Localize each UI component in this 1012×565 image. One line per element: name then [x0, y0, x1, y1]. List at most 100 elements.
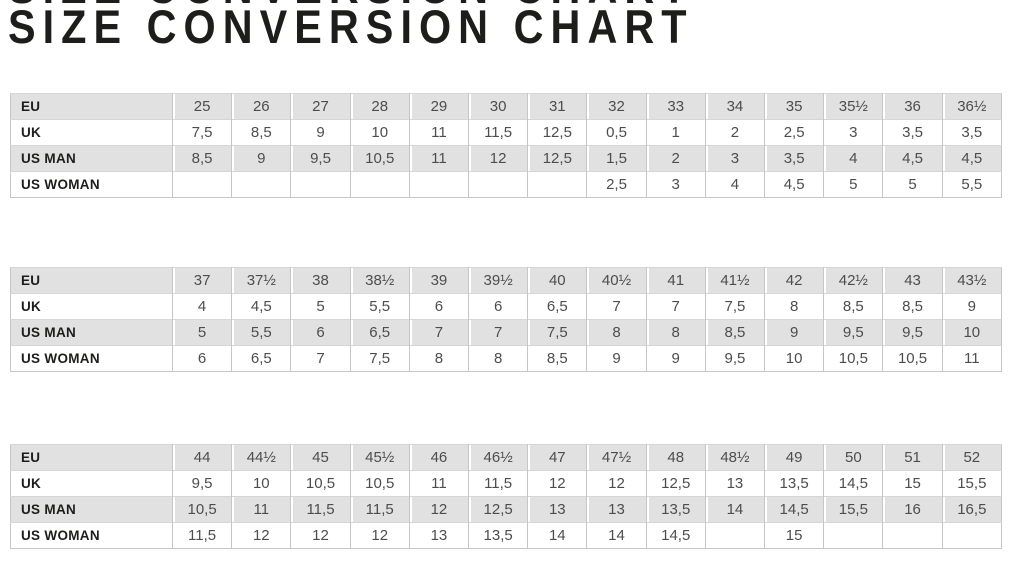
- size-cell: 11: [408, 119, 469, 146]
- row-label: UK: [21, 476, 42, 491]
- size-cell: 10: [764, 345, 824, 372]
- size-cell: 7: [468, 319, 528, 346]
- size-cell: 12: [468, 145, 528, 172]
- size-cell: 10,5: [823, 345, 883, 372]
- size-cell: 9: [290, 119, 351, 146]
- size-cell: 5,5: [349, 293, 410, 320]
- size-cell: 15: [882, 470, 943, 497]
- size-cell: 12: [349, 522, 410, 549]
- size-cell: 13: [586, 496, 647, 523]
- size-cell: 3,5: [941, 119, 1002, 146]
- size-cell: 14,5: [645, 522, 706, 549]
- size-cell: 1: [645, 119, 706, 146]
- size-cell: [290, 171, 351, 198]
- size-cell: 10,5: [290, 470, 351, 497]
- size-cell: 39: [408, 267, 469, 294]
- table-row-us-woman: US WOMAN 2,5 3 4 4,5 5 5 5,5: [10, 171, 1002, 198]
- size-cell: 4: [704, 171, 765, 198]
- size-cell: 40½: [586, 267, 647, 294]
- size-cell: 3: [645, 171, 706, 198]
- table-row-eu: EU 25 26 27 28 29 30 31 32 33 34 35 35½ 36 36½: [10, 93, 1002, 120]
- size-cell: 11,5: [468, 119, 528, 146]
- size-cell: 5: [882, 171, 943, 198]
- table-row-eu: EU 44 44½ 45 45½ 46 46½ 47 47½ 48 48½ 49 50 51 52: [10, 444, 1002, 471]
- table-row-us-woman: US WOMAN 11,5 12 12 12 13 13,5 14 14 14,5 15: [10, 522, 1002, 549]
- size-cell: 35½: [823, 93, 883, 120]
- size-cell: 9,5: [290, 145, 351, 172]
- size-cell: 6,5: [527, 293, 587, 320]
- size-conversion-table-3: EU 44 44½ 45 45½ 46 46½ 47 47½ 48 48½ 49 50 51 52 UK 9,5…: [10, 444, 1002, 549]
- size-cell: 16: [882, 496, 943, 523]
- size-cell: 10: [941, 319, 1002, 346]
- size-cell: 8: [764, 293, 824, 320]
- size-cell: 48½: [704, 444, 765, 471]
- size-cell: 14: [527, 522, 587, 549]
- size-cell: 6: [468, 293, 528, 320]
- size-cell: [527, 171, 587, 198]
- size-cell: 0,5: [586, 119, 647, 146]
- size-cell: 3: [823, 119, 883, 146]
- size-cell: [823, 522, 883, 549]
- size-cell: [408, 171, 469, 198]
- size-cell: 9: [941, 293, 1002, 320]
- size-cell: 6: [408, 293, 469, 320]
- row-label: EU: [21, 99, 41, 114]
- size-cell: 10: [231, 470, 291, 497]
- size-cell: 4,5: [764, 171, 824, 198]
- size-cell: 12,5: [527, 145, 587, 172]
- size-cell: 11: [408, 470, 469, 497]
- size-cell: 13: [527, 496, 587, 523]
- size-cell: 36½: [941, 93, 1002, 120]
- size-cell: 45½: [349, 444, 410, 471]
- size-cell: 11,5: [468, 470, 528, 497]
- size-cell: 7: [645, 293, 706, 320]
- size-cell: 14: [586, 522, 647, 549]
- size-cell: 4,5: [231, 293, 291, 320]
- size-cell: 11,5: [290, 496, 351, 523]
- size-cell: 14: [704, 496, 765, 523]
- table-row-eu: EU 37 37½ 38 38½ 39 39½ 40 40½ 41 41½ 42 42½ 43 43½: [10, 267, 1002, 294]
- size-cell: 41: [645, 267, 706, 294]
- size-cell: 9,5: [882, 319, 943, 346]
- size-cell: 2: [704, 119, 765, 146]
- size-cell: 7: [586, 293, 647, 320]
- size-cell: 8,5: [231, 119, 291, 146]
- size-cell: 45: [290, 444, 351, 471]
- size-cell: 48: [645, 444, 706, 471]
- size-conversion-table-2: EU 37 37½ 38 38½ 39 39½ 40 40½ 41 41½ 42 42½ 43 43½ UK 4…: [10, 267, 1002, 372]
- page-title: SIZE CONVERSION CHART: [8, 0, 694, 53]
- size-cell: 5,5: [231, 319, 291, 346]
- size-cell: 12: [290, 522, 351, 549]
- size-cell: 13,5: [764, 470, 824, 497]
- size-cell: [171, 171, 232, 198]
- size-cell: 13,5: [468, 522, 528, 549]
- size-cell: 10,5: [349, 145, 410, 172]
- size-cell: 5: [171, 319, 232, 346]
- size-cell: 5: [823, 171, 883, 198]
- size-cell: 7: [290, 345, 351, 372]
- size-cell: 9,5: [704, 345, 765, 372]
- size-cell: 9: [586, 345, 647, 372]
- row-label: US MAN: [21, 502, 77, 517]
- size-cell: 8,5: [171, 145, 232, 172]
- size-cell: 10,5: [171, 496, 232, 523]
- row-label: US WOMAN: [21, 351, 100, 366]
- row-label: US WOMAN: [21, 528, 100, 543]
- size-cell: 12: [527, 470, 587, 497]
- size-cell: 4,5: [941, 145, 1002, 172]
- size-cell: 7,5: [704, 293, 765, 320]
- size-cell: 4: [171, 293, 232, 320]
- table-row-us-man: US MAN 8,5 9 9,5 10,5 11 12 12,5 1,5 2 3 3,5 4 4,5 4,5: [10, 145, 1002, 172]
- size-cell: 12: [231, 522, 291, 549]
- table-row-uk: UK 9,5 10 10,5 10,5 11 11,5 12 12 12,5 13 13,5 14,5 1…: [10, 470, 1002, 497]
- size-cell: 49: [764, 444, 824, 471]
- size-cell: 3,5: [882, 119, 943, 146]
- size-cell: 8,5: [882, 293, 943, 320]
- size-cell: 15,5: [941, 470, 1002, 497]
- size-cell: 8,5: [823, 293, 883, 320]
- size-cell: [882, 522, 943, 549]
- size-cell: 15: [764, 522, 824, 549]
- size-cell: 11: [408, 145, 469, 172]
- size-cell: 6,5: [349, 319, 410, 346]
- size-cell: 12,5: [645, 470, 706, 497]
